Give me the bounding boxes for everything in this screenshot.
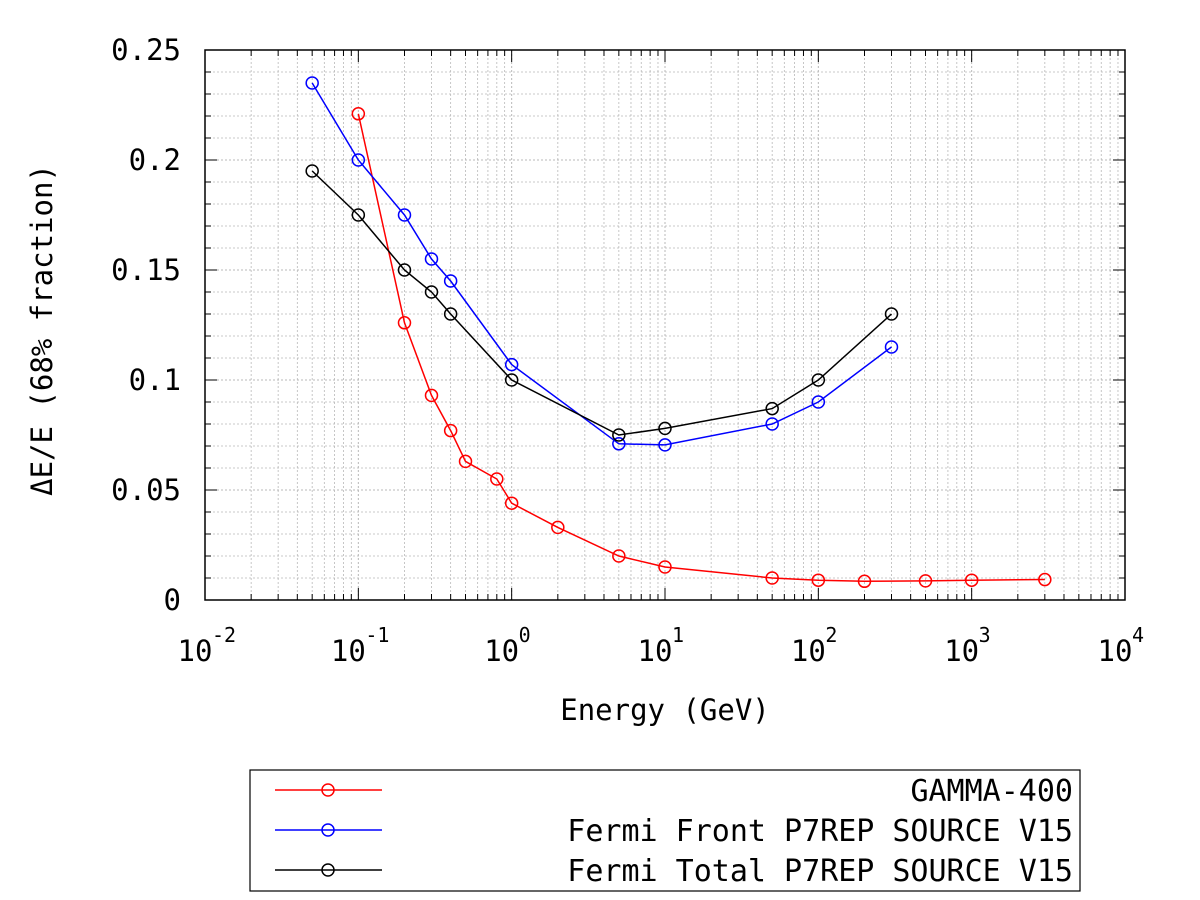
series-line <box>311 170 892 436</box>
y-tick-label: 0.05 <box>111 473 181 507</box>
data-point <box>811 373 826 387</box>
legend-entry: Fermi Front P7REP SOURCE V15 <box>275 814 1073 849</box>
data-point <box>424 285 439 299</box>
series-line <box>311 82 892 446</box>
x-tick-label: 10 <box>791 634 826 668</box>
data-point <box>964 573 979 587</box>
x-tick-label: 10 <box>638 634 673 668</box>
ticks <box>204 49 1125 601</box>
data-point <box>658 421 672 436</box>
data-point <box>658 438 672 452</box>
data-point <box>443 274 458 288</box>
data-point <box>443 307 458 321</box>
legend-label: Fermi Total P7REP SOURCE V15 <box>567 854 1073 889</box>
data-point <box>765 417 779 431</box>
legend-swatch-marker <box>321 863 335 877</box>
data-point <box>351 208 366 222</box>
x-tick-label: 10 <box>331 634 366 668</box>
data-point <box>765 401 779 416</box>
x-tick-label: 10 <box>1098 634 1133 668</box>
data-point <box>811 395 826 409</box>
legend-swatch-marker <box>321 823 335 837</box>
data-point <box>305 164 319 178</box>
data-point <box>612 437 626 451</box>
data-point <box>918 574 933 588</box>
data-point <box>305 76 319 90</box>
y-tick-label: 0.2 <box>129 143 181 177</box>
x-tick-exponent: 3 <box>979 623 991 647</box>
x-axis-title: Energy (GeV) <box>560 693 770 727</box>
data-point <box>658 560 672 574</box>
data-point <box>504 496 519 510</box>
grid <box>205 50 1125 600</box>
y-axis-title: ΔE/E (68% fraction) <box>25 164 59 496</box>
y-tick-label: 0 <box>164 583 181 617</box>
x-tick-exponent: -1 <box>365 623 389 647</box>
data-point <box>351 107 366 121</box>
legend-label: GAMMA-400 <box>910 774 1073 809</box>
data-point <box>504 373 519 387</box>
y-tick-label: 0.25 <box>111 33 181 67</box>
x-tick-label: 10 <box>484 634 519 668</box>
data-point <box>397 316 412 330</box>
data-point <box>884 340 899 354</box>
legend-entry: Fermi Total P7REP SOURCE V15 <box>275 854 1073 889</box>
x-tick-exponent: 1 <box>672 623 684 647</box>
data-point <box>490 472 504 486</box>
data-point <box>811 573 826 587</box>
data-point <box>424 252 439 266</box>
data-point <box>458 454 473 469</box>
y-tick-label: 0.15 <box>111 253 181 287</box>
x-tick-exponent: -2 <box>212 623 236 647</box>
legend-box <box>249 769 1081 892</box>
data-point <box>443 423 458 438</box>
series-layer <box>305 76 1052 589</box>
legend-label: Fermi Front P7REP SOURCE V15 <box>567 814 1073 849</box>
data-point <box>504 357 519 372</box>
plot-frame <box>204 49 1126 601</box>
series-2 <box>305 76 899 452</box>
data-point <box>424 388 439 403</box>
legend-swatch-marker <box>321 783 335 797</box>
y-tick-label: 0.1 <box>129 363 181 397</box>
x-tick-label: 10 <box>944 634 979 668</box>
series-3 <box>305 164 899 442</box>
x-tick-label: 10 <box>178 634 213 668</box>
data-point <box>884 307 899 321</box>
legend: GAMMA-400 Fermi Front P7REP SOURCE V15 Fer… <box>249 769 1081 892</box>
x-tick-exponent: 2 <box>825 623 837 647</box>
series-line <box>357 113 1045 583</box>
legend-entry: GAMMA-400 <box>275 774 1073 809</box>
data-point <box>551 520 565 535</box>
x-tick-exponent: 0 <box>519 623 531 647</box>
data-point <box>612 549 626 563</box>
data-point <box>612 428 626 442</box>
data-point <box>765 571 779 585</box>
data-point <box>351 153 366 167</box>
data-point <box>857 574 872 589</box>
x-tick-exponent: 4 <box>1132 623 1144 647</box>
data-point <box>397 263 412 277</box>
data-point <box>1038 572 1052 587</box>
data-point <box>397 208 412 222</box>
series-1 <box>351 107 1052 589</box>
